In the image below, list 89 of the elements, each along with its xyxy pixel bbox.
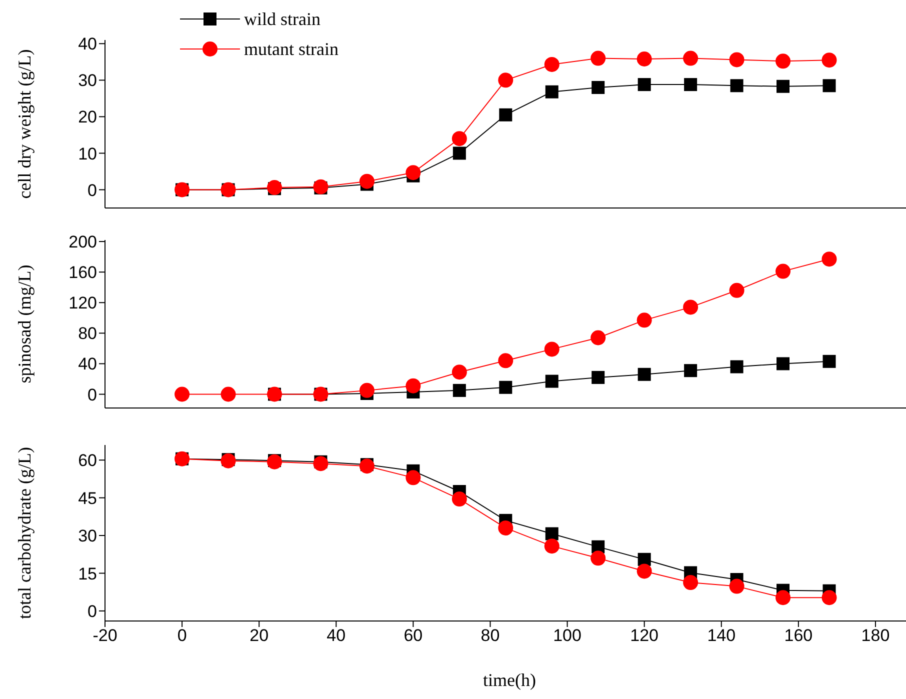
point <box>683 50 698 66</box>
point <box>452 131 467 146</box>
point <box>590 330 606 346</box>
point <box>822 79 836 92</box>
point <box>220 386 236 402</box>
point <box>592 80 605 94</box>
x-tick-label: 140 <box>707 626 736 646</box>
point <box>499 380 512 394</box>
point <box>776 590 791 606</box>
legend-label: wild strain <box>244 8 320 30</box>
point <box>544 56 560 72</box>
point <box>406 165 421 180</box>
point <box>406 378 421 394</box>
point <box>776 80 790 93</box>
point <box>498 72 514 88</box>
point <box>545 85 558 98</box>
point <box>498 520 514 536</box>
x-axis-title: time(h) <box>483 670 536 690</box>
point <box>683 575 698 590</box>
point <box>729 52 744 68</box>
point <box>544 538 560 554</box>
y-tick-label: 10 <box>78 144 97 164</box>
point <box>544 342 560 357</box>
x-tick-label: 160 <box>784 626 813 646</box>
x-tick-label: 100 <box>553 626 582 646</box>
y-tick-label: 20 <box>78 108 97 127</box>
point <box>452 492 467 507</box>
x-tick-label: 180 <box>861 626 890 646</box>
point <box>636 51 652 66</box>
y-tick-label: 160 <box>68 263 97 282</box>
y-tick-label: 120 <box>68 294 97 313</box>
point <box>545 527 558 540</box>
y-axis-title: cell dry weight (g/L) <box>14 49 34 199</box>
point <box>822 590 837 606</box>
y-tick-label: 80 <box>78 324 97 344</box>
legend-label: mutant strain <box>244 38 338 60</box>
point <box>684 364 698 378</box>
y-axis-title: total carbohydrate (g/L) <box>14 447 34 619</box>
y-tick-label: 40 <box>78 34 97 54</box>
point <box>359 382 374 398</box>
point <box>638 552 651 566</box>
point <box>638 78 651 92</box>
point <box>822 354 836 368</box>
point <box>776 264 791 279</box>
y-tick-label: 0 <box>88 180 97 200</box>
point <box>452 384 466 397</box>
point <box>499 108 512 122</box>
x-tick-label: 120 <box>630 626 659 646</box>
point <box>822 52 837 68</box>
x-tick-label: -20 <box>92 626 118 646</box>
point <box>636 312 652 328</box>
point <box>776 357 790 370</box>
x-tick-label: 0 <box>177 626 187 646</box>
point <box>729 282 744 298</box>
point <box>822 252 837 267</box>
point <box>684 78 698 92</box>
point <box>498 353 514 368</box>
x-tick-label: 40 <box>326 626 346 646</box>
point <box>590 550 606 566</box>
y-tick-label: 30 <box>78 526 97 546</box>
point <box>359 458 374 474</box>
point <box>174 386 190 402</box>
x-tick-label: 60 <box>404 626 423 646</box>
point <box>636 564 652 579</box>
x-tick-label: 80 <box>480 626 500 646</box>
y-tick-label: 30 <box>78 71 97 90</box>
point <box>730 360 744 374</box>
point <box>452 146 466 160</box>
y-tick-label: 0 <box>88 385 97 404</box>
point <box>313 456 328 472</box>
y-axis-title: spinosad (mg/L) <box>14 264 34 384</box>
point <box>359 174 374 189</box>
point <box>406 470 421 486</box>
point <box>730 79 744 92</box>
point <box>452 364 467 380</box>
point <box>729 578 744 594</box>
y-tick-label: 40 <box>78 354 97 374</box>
y-tick-label: 200 <box>68 232 97 252</box>
point <box>592 370 605 384</box>
point <box>683 300 698 315</box>
point <box>545 374 558 388</box>
y-tick-label: 45 <box>78 488 97 508</box>
x-tick-label: 20 <box>250 626 269 646</box>
point <box>776 54 791 69</box>
y-tick-label: 0 <box>88 602 97 621</box>
y-tick-label: 15 <box>78 564 97 584</box>
y-tick-label: 60 <box>78 451 97 470</box>
point <box>638 368 651 381</box>
point <box>590 50 606 66</box>
